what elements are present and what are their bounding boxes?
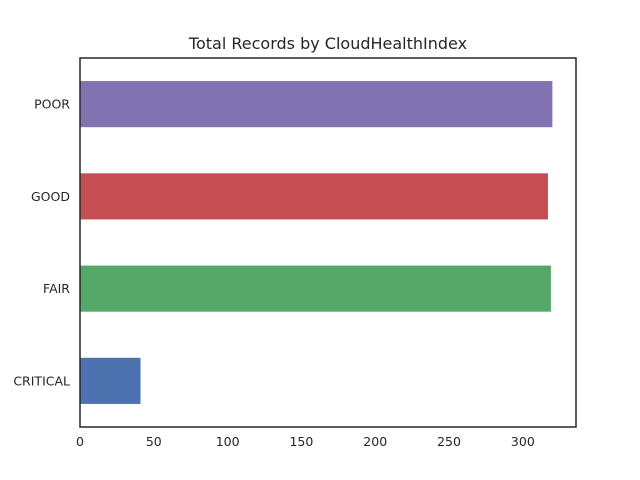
ticks-layer: CRITICAL FAIR GOOD POOR 0 50 100 150 200 250 300 <box>13 97 535 449</box>
x-tick-label: 0 <box>76 434 84 449</box>
x-tick-label: 200 <box>363 434 387 449</box>
x-tick-label: 250 <box>437 434 461 449</box>
bar-fair <box>80 265 551 312</box>
y-tick-label: POOR <box>34 97 70 112</box>
x-tick-label: 50 <box>146 434 162 449</box>
x-tick-label: 100 <box>216 434 240 449</box>
chart-title: Total Records by CloudHealthIndex <box>188 34 467 53</box>
plot-frame <box>79 57 577 428</box>
y-tick-label: FAIR <box>43 281 70 296</box>
bar-critical <box>80 357 141 404</box>
x-tick-label: 150 <box>289 434 313 449</box>
y-tick-label: CRITICAL <box>13 373 70 388</box>
bar-poor <box>80 81 553 128</box>
bars-layer <box>80 81 553 404</box>
x-tick-label: 300 <box>511 434 535 449</box>
bar-good <box>80 173 548 220</box>
y-tick-label: GOOD <box>31 189 70 204</box>
